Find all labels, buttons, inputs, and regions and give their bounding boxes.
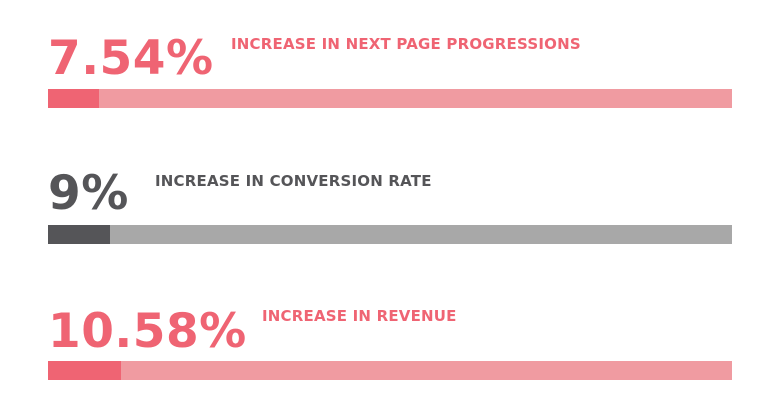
progress-fill (48, 361, 121, 380)
progress-track (48, 89, 732, 108)
stat-label: INCREASE IN CONVERSION RATE (155, 172, 432, 190)
stat-value: 9% (48, 166, 129, 221)
progress-track (48, 225, 732, 244)
stat-conversion-rate: 9% INCREASE IN CONVERSION RATE (48, 0, 732, 250)
stat-value: 10.58% (48, 304, 247, 359)
stat-label: INCREASE IN NEXT PAGE PROGRESSIONS (231, 35, 581, 53)
stat-next-page-progressions: 7.54% INCREASE IN NEXT PAGE PROGRESSIONS (48, 0, 732, 110)
stat-label: INCREASE IN REVENUE (262, 307, 457, 325)
progress-fill (48, 225, 110, 244)
stat-value: 7.54% (48, 31, 214, 86)
stat-revenue: 10.58% INCREASE IN REVENUE (48, 0, 732, 390)
progress-track (48, 361, 732, 380)
progress-fill (48, 89, 100, 108)
